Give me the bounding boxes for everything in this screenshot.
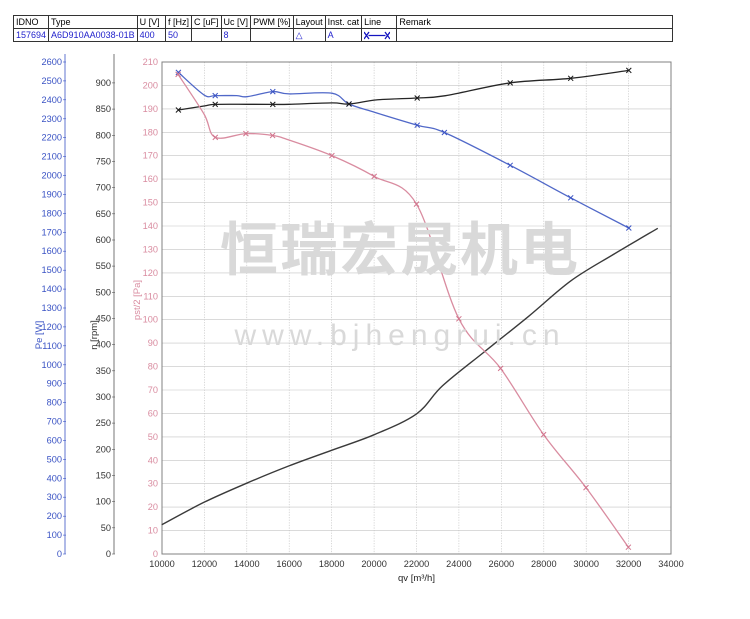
svg-text:210: 210 — [143, 57, 158, 67]
svg-text:10: 10 — [148, 526, 158, 536]
svg-text:0: 0 — [106, 549, 111, 559]
svg-text:1100: 1100 — [42, 341, 62, 351]
svg-text:550: 550 — [96, 261, 111, 271]
svg-text:1500: 1500 — [42, 265, 62, 275]
svg-text:600: 600 — [47, 436, 62, 446]
svg-text:2500: 2500 — [42, 76, 62, 86]
svg-text:2300: 2300 — [42, 114, 62, 124]
svg-text:2200: 2200 — [42, 133, 62, 143]
svg-text:40: 40 — [148, 455, 158, 465]
svg-text:140: 140 — [143, 221, 158, 231]
svg-text:130: 130 — [143, 244, 158, 254]
svg-text:28000: 28000 — [531, 559, 557, 569]
svg-text:0: 0 — [153, 549, 158, 559]
svg-text:100: 100 — [143, 315, 158, 325]
svg-text:90: 90 — [148, 338, 158, 348]
svg-text:700: 700 — [96, 183, 111, 193]
svg-text:300: 300 — [96, 392, 111, 402]
svg-text:100: 100 — [47, 530, 62, 540]
svg-text:30: 30 — [148, 479, 158, 489]
svg-text:50: 50 — [101, 523, 111, 533]
svg-text:32000: 32000 — [616, 559, 642, 569]
svg-text:70: 70 — [148, 385, 158, 395]
svg-text:2000: 2000 — [42, 171, 62, 181]
svg-text:150: 150 — [96, 471, 111, 481]
svg-text:12000: 12000 — [192, 559, 218, 569]
svg-text:1800: 1800 — [42, 208, 62, 218]
svg-text:250: 250 — [96, 418, 111, 428]
svg-text:qv [m³/h]: qv [m³/h] — [398, 573, 435, 584]
svg-text:1000: 1000 — [42, 360, 62, 370]
svg-text:600: 600 — [96, 235, 111, 245]
svg-text:150: 150 — [143, 198, 158, 208]
svg-text:14000: 14000 — [234, 559, 260, 569]
svg-text:650: 650 — [96, 209, 111, 219]
svg-text:500: 500 — [96, 287, 111, 297]
svg-text:2100: 2100 — [42, 152, 62, 162]
svg-text:Pe [W]: Pe [W] — [34, 321, 45, 350]
svg-text:120: 120 — [143, 268, 158, 278]
svg-text:2400: 2400 — [42, 95, 62, 105]
svg-text:800: 800 — [96, 130, 111, 140]
svg-text:0: 0 — [57, 549, 62, 559]
svg-text:1400: 1400 — [42, 284, 62, 294]
svg-text:900: 900 — [47, 379, 62, 389]
svg-text:60: 60 — [148, 408, 158, 418]
svg-text:500: 500 — [47, 454, 62, 464]
svg-text:www.bjhengrui.cn: www.bjhengrui.cn — [233, 319, 565, 352]
svg-text:1700: 1700 — [42, 227, 62, 237]
svg-text:30000: 30000 — [573, 559, 599, 569]
svg-text:恒瑞宏晟机电: 恒瑞宏晟机电 — [220, 203, 580, 287]
svg-text:200: 200 — [143, 80, 158, 90]
svg-text:1300: 1300 — [42, 303, 62, 313]
svg-text:2600: 2600 — [42, 57, 62, 67]
svg-text:80: 80 — [148, 362, 158, 372]
svg-text:170: 170 — [143, 151, 158, 161]
svg-text:180: 180 — [143, 127, 158, 137]
svg-text:20: 20 — [148, 502, 158, 512]
svg-text:1600: 1600 — [42, 246, 62, 256]
svg-text:900: 900 — [96, 78, 111, 88]
svg-text:pst/2 [Pa]: pst/2 [Pa] — [132, 280, 143, 320]
svg-text:850: 850 — [96, 104, 111, 114]
svg-text:300: 300 — [47, 492, 62, 502]
svg-text:n [rpm]: n [rpm] — [89, 320, 100, 350]
svg-text:350: 350 — [96, 366, 111, 376]
svg-text:700: 700 — [47, 417, 62, 427]
svg-text:10000: 10000 — [149, 559, 175, 569]
svg-text:1900: 1900 — [42, 190, 62, 200]
svg-text:20000: 20000 — [361, 559, 387, 569]
svg-text:800: 800 — [47, 398, 62, 408]
svg-text:200: 200 — [47, 511, 62, 521]
svg-text:24000: 24000 — [446, 559, 472, 569]
svg-text:110: 110 — [143, 291, 158, 301]
svg-text:22000: 22000 — [404, 559, 430, 569]
svg-text:34000: 34000 — [658, 559, 684, 569]
svg-text:200: 200 — [96, 444, 111, 454]
svg-text:26000: 26000 — [489, 559, 515, 569]
svg-text:400: 400 — [47, 473, 62, 483]
svg-text:16000: 16000 — [276, 559, 302, 569]
svg-text:160: 160 — [143, 174, 158, 184]
svg-text:750: 750 — [96, 156, 111, 166]
svg-text:190: 190 — [143, 104, 158, 114]
svg-text:100: 100 — [96, 497, 111, 507]
svg-text:18000: 18000 — [319, 559, 345, 569]
svg-text:50: 50 — [148, 432, 158, 442]
